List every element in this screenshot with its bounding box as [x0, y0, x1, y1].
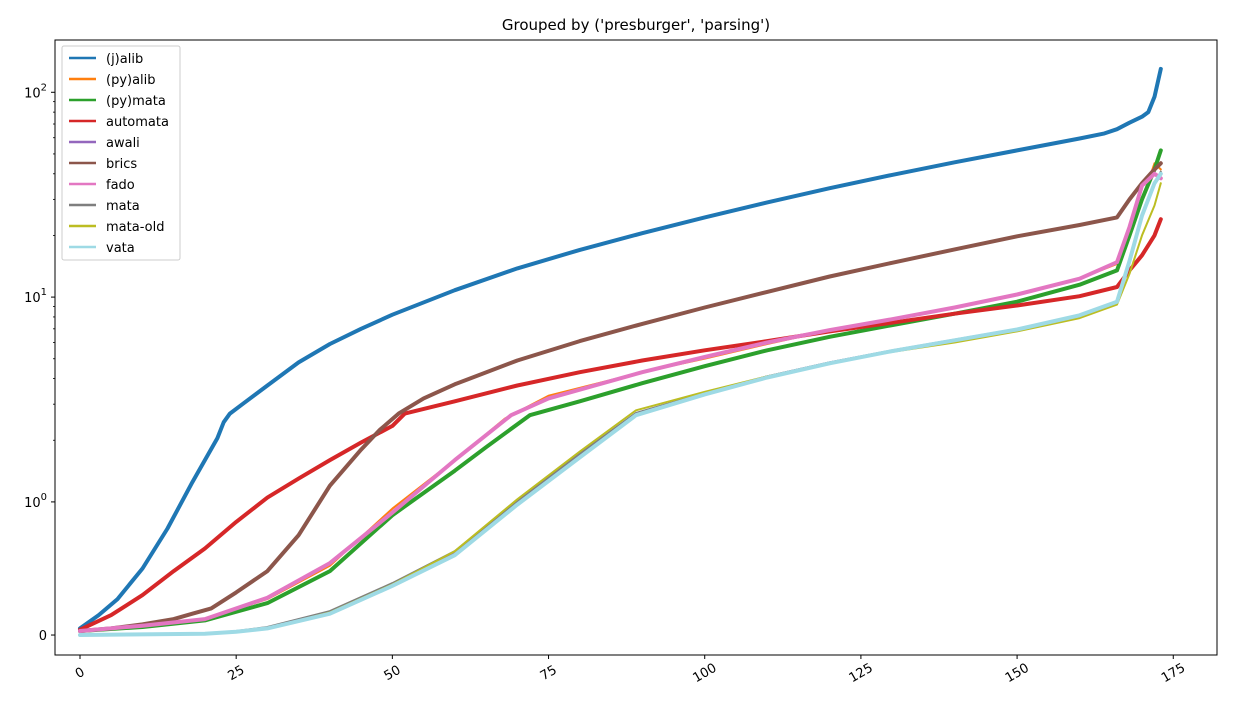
legend-label: fado	[106, 178, 135, 193]
x-tick-label: 0	[73, 665, 88, 682]
legend-label: automata	[106, 115, 169, 130]
y-tick-label: 0	[39, 629, 47, 644]
series-line-fado	[78, 171, 1163, 633]
series-line-py-alib	[79, 162, 1162, 632]
x-tick-label: 100	[690, 661, 719, 686]
series-line-automata	[78, 217, 1163, 632]
legend: (j)alib (py)alib (py)mata automata awali bric…	[61, 45, 181, 261]
x-tick-label: 125	[847, 661, 876, 686]
legend-label: (py)alib	[106, 73, 156, 88]
y-tick-label: 101	[24, 287, 47, 306]
x-tick-label: 50	[382, 663, 404, 684]
series-line-vata	[78, 171, 1163, 637]
x-axis: 0 25 50 75 100 125 150 175	[73, 655, 1188, 686]
series-line-brics	[78, 161, 1163, 633]
series-line-j-alib	[78, 66, 1163, 631]
y-axis: 0 100 101 102	[24, 82, 55, 644]
y-tick-label: 102	[24, 82, 47, 101]
series-layer	[78, 66, 1163, 637]
series-line-mata-old	[79, 182, 1162, 636]
legend-label: vata	[106, 241, 135, 256]
legend-label: mata	[106, 199, 140, 214]
x-tick-label: 25	[226, 663, 248, 684]
legend-label: brics	[106, 157, 137, 172]
y-tick-label: 100	[24, 492, 47, 511]
chart-title: Grouped by ('presburger', 'parsing')	[502, 16, 770, 34]
plot-frame	[54, 39, 1218, 656]
legend-label: (py)mata	[106, 94, 166, 109]
series-line-py-mata	[78, 148, 1163, 633]
x-tick-label: 175	[1159, 661, 1188, 686]
legend-label: mata-old	[106, 220, 164, 235]
legend-label: awali	[106, 136, 140, 151]
legend-label: (j)alib	[106, 52, 143, 67]
x-tick-label: 75	[538, 663, 560, 684]
x-tick-label: 150	[1003, 661, 1032, 686]
